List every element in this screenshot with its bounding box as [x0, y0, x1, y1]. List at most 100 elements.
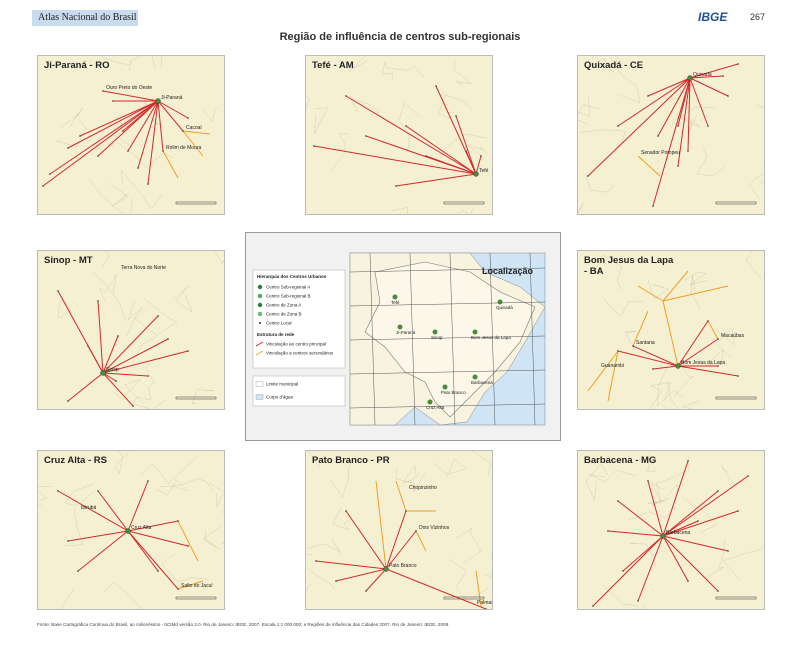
graticule [349, 267, 546, 273]
municipal-boundary [329, 133, 349, 173]
map-panel: Tefé Tefé - AM [305, 55, 493, 215]
municipal-boundary [306, 96, 310, 134]
secondary-link [162, 150, 179, 179]
municipal-boundary [647, 279, 670, 300]
town [737, 63, 739, 65]
city-label: Pato Branco [389, 563, 417, 569]
municipal-boundary [306, 554, 335, 590]
secondary-link [177, 580, 204, 590]
town [187, 350, 189, 352]
town [67, 147, 69, 149]
town [617, 350, 619, 352]
municipal-boundary [388, 65, 425, 78]
town [182, 130, 184, 132]
scale-bar [715, 396, 757, 400]
secondary-link [395, 480, 407, 512]
municipal-boundary [585, 173, 614, 193]
town [167, 338, 169, 340]
municipal-boundary [107, 116, 124, 146]
map-panel: Barbacena Barbacena - MG [577, 450, 765, 610]
primary-link [662, 490, 719, 537]
town [480, 155, 482, 157]
town [425, 155, 427, 157]
legend-swatch [255, 381, 264, 387]
legend-symbol [257, 311, 263, 317]
town [67, 540, 69, 542]
town [147, 375, 149, 377]
municipal-boundary [395, 467, 426, 493]
secondary-link [607, 350, 619, 402]
scale-bar [175, 201, 217, 205]
municipal-boundary [220, 259, 224, 265]
secondary-link [707, 320, 719, 340]
town [677, 125, 679, 127]
municipal-boundary [332, 507, 353, 531]
town [115, 380, 117, 382]
town [177, 520, 179, 522]
scale-bar [443, 596, 485, 600]
municipal-boundary [143, 298, 178, 334]
municipal-boundary [655, 456, 690, 501]
municipal-boundary [145, 355, 158, 399]
panel-title: Pato Branco - PR [312, 455, 390, 466]
municipal-boundary [350, 98, 380, 116]
primary-link [647, 480, 664, 537]
municipal-boundary [684, 271, 708, 285]
municipal-boundary [64, 483, 96, 506]
primary-link [677, 320, 709, 367]
primary-link [102, 90, 159, 102]
page-number: 267 [750, 12, 766, 22]
municipal-boundary [657, 366, 683, 407]
primary-link [689, 77, 729, 97]
legend-label: Limite municipal [266, 382, 298, 387]
municipal-boundary [56, 118, 87, 147]
place-label: Tefé [391, 300, 400, 305]
municipal-boundary [578, 202, 584, 213]
primary-link [385, 510, 407, 570]
primary-link [345, 95, 477, 175]
town [365, 590, 367, 592]
town [102, 90, 104, 92]
place-label: Cruz Alta [426, 405, 445, 410]
location-title: Localização [482, 266, 534, 276]
city-label: Ji-Paraná [161, 95, 183, 101]
municipal-boundary [764, 594, 765, 605]
secondary-link [632, 310, 649, 347]
municipal-boundary [330, 459, 352, 498]
town [395, 185, 397, 187]
municipal-boundary [588, 469, 636, 483]
town [112, 100, 114, 102]
municipal-boundary [126, 299, 144, 337]
city-label: Cruz Alta [131, 525, 152, 531]
map: Ji-Paraná Ouro Preto do Oeste Cacoal Rolim … [42, 56, 218, 214]
town [727, 95, 729, 97]
primary-link [87, 345, 104, 374]
primary-link [57, 490, 129, 532]
municipal-boundary [306, 579, 311, 591]
municipal-boundary [467, 145, 487, 156]
primary-link [365, 568, 387, 592]
primary-link [662, 520, 699, 537]
town [707, 125, 709, 127]
scale-bar [443, 201, 485, 205]
municipal-boundary [115, 451, 129, 475]
primary-link [67, 372, 104, 402]
municipal-boundary [457, 207, 473, 214]
header-band [32, 10, 138, 26]
town [647, 480, 649, 482]
municipal-boundary [625, 331, 637, 351]
primary-link [102, 372, 134, 407]
town [345, 95, 347, 97]
center-city [125, 528, 131, 534]
primary-link [657, 77, 691, 137]
city-label: Tefé [479, 168, 489, 174]
municipal-boundary [161, 56, 163, 69]
primary-link [97, 490, 129, 532]
center-city [473, 171, 479, 177]
primary-link [689, 63, 739, 79]
primary-link [652, 77, 691, 207]
map-panel: Sinop Terra Nova do Norte Sinop - MT [37, 250, 225, 410]
secondary-link [662, 300, 679, 367]
legend-label: Centro de Zona B [266, 312, 302, 317]
page-title: Região de influência de centros sub-regi… [279, 31, 521, 43]
